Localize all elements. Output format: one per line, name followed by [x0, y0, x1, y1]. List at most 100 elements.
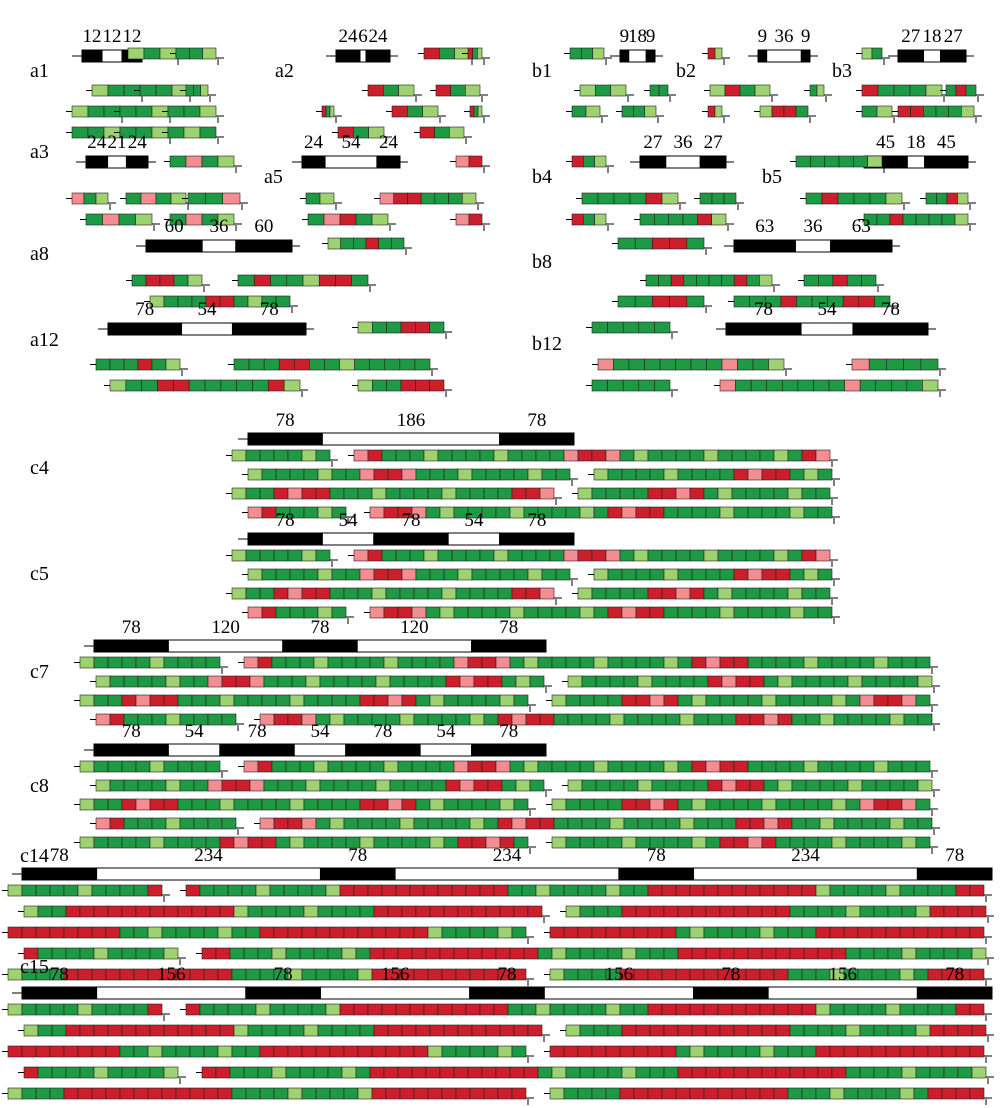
b4-construct-cell — [571, 155, 584, 168]
c8-construct-cell — [331, 798, 347, 811]
c7-construct-cell — [887, 656, 903, 669]
c7-construct-cell — [845, 694, 861, 707]
c14-construct-cell — [147, 926, 163, 939]
c7-construct-cell — [205, 694, 221, 707]
c14-construct-cell — [521, 884, 537, 897]
c7-construct-cell — [79, 694, 95, 707]
c14-construct-cell — [497, 926, 513, 939]
a8-construct-cell — [163, 295, 179, 308]
c14-construct-cell — [51, 947, 67, 960]
c14-construct-cell — [329, 968, 345, 981]
c8-construct-cell — [411, 760, 427, 773]
a8-construct-cell — [237, 274, 255, 287]
b12-segment-length-2: 78 — [881, 299, 900, 320]
c15-construct-cell — [245, 1087, 261, 1100]
c14-segment-length-3: 234 — [493, 845, 522, 866]
c15-construct-cell — [663, 1024, 679, 1037]
c5-segment-length-1: 54 — [339, 510, 359, 531]
c7-construct-cell — [271, 656, 287, 669]
c15-construct-cell — [731, 1045, 747, 1058]
c14-construct-cell — [773, 926, 789, 939]
c7-construct-cell — [593, 694, 609, 707]
c15-construct-cell — [149, 1066, 165, 1079]
c7-construct-cell — [567, 713, 583, 726]
c15-construct-cell — [941, 1087, 957, 1100]
c14-segment-length-5: 234 — [791, 845, 820, 866]
b1-construct-cell — [571, 105, 587, 118]
c14-construct-cell — [705, 947, 721, 960]
c5-construct-cell — [731, 587, 747, 600]
c14-construct-cell — [647, 968, 663, 981]
a1-construct-cell — [183, 126, 201, 139]
c14-construct-cell — [325, 884, 341, 897]
b3-bar-segment-1 — [923, 49, 941, 63]
b1-construct-cell — [569, 47, 582, 60]
c7-construct-cell — [413, 713, 429, 726]
c8-construct-cell — [691, 760, 707, 773]
c7-construct-cell — [275, 694, 291, 707]
c8-construct-cell — [361, 779, 377, 792]
a1-construct-cell — [139, 84, 157, 97]
c14-construct-cell — [105, 968, 121, 981]
c15-construct-cell — [859, 1066, 875, 1079]
c7-construct-cell — [677, 656, 693, 669]
c5-construct-cell — [815, 587, 831, 600]
c15-construct-cell — [467, 1066, 483, 1079]
c4-construct-cell — [577, 449, 593, 462]
c15-construct-cell — [927, 1087, 943, 1100]
c15-construct-cell — [717, 1087, 733, 1100]
c8-construct-cell — [177, 760, 193, 773]
c8-construct-cell — [193, 779, 209, 792]
c15-construct-cell — [7, 1045, 23, 1058]
b2-construct-cell — [754, 84, 771, 97]
b4-bar-segment-2 — [699, 155, 727, 169]
a1-construct-cell — [185, 84, 194, 97]
c14-construct-cell — [21, 884, 37, 897]
c4-construct-cell — [273, 449, 289, 462]
c7-construct-cell — [177, 656, 193, 669]
c4-construct-cell — [579, 506, 595, 519]
c5-construct-cell — [677, 606, 693, 619]
c15-construct-cell — [759, 1045, 775, 1058]
c7-construct-cell — [551, 694, 567, 707]
c8-construct-cell — [579, 760, 595, 773]
c14-construct-cell — [245, 968, 261, 981]
c5-construct-cell — [619, 587, 635, 600]
c8-construct-cell — [791, 779, 807, 792]
c15-construct-cell — [929, 1024, 945, 1037]
c14-construct-cell — [441, 926, 457, 939]
c14-construct-cell — [415, 905, 431, 918]
c15-construct-cell — [593, 1024, 609, 1037]
b8-segment-length-1: 36 — [804, 216, 823, 237]
c8-construct-cell — [317, 798, 333, 811]
c15-construct-cell — [565, 1066, 581, 1079]
c5-construct-cell — [387, 568, 403, 581]
c4-construct-cell — [409, 449, 425, 462]
c14-construct-cell — [119, 884, 135, 897]
a1-bar-segment-1 — [101, 49, 123, 63]
c5-construct-cell — [607, 568, 623, 581]
c5-construct-cell — [287, 549, 303, 562]
c4-construct-cell — [719, 506, 735, 519]
c7-construct-cell — [257, 656, 273, 669]
c7-construct-cell — [623, 713, 639, 726]
a8-bar-segment-1 — [201, 239, 237, 253]
c7-construct-cell — [609, 675, 625, 688]
c8-construct-cell — [819, 817, 835, 830]
a12-construct-cell — [109, 379, 127, 392]
c15-construct-cell — [371, 1087, 387, 1100]
c15-construct-cell — [315, 1045, 331, 1058]
c14-construct-cell — [535, 884, 551, 897]
c7-construct-cell — [137, 675, 153, 688]
b4-construct-cell — [682, 213, 698, 226]
a8-construct-cell — [253, 274, 271, 287]
c8-construct-cell — [413, 817, 429, 830]
c14-construct-cell — [469, 926, 485, 939]
c15-construct-cell — [689, 1045, 705, 1058]
c8-construct-cell — [357, 817, 373, 830]
a12-construct-cell — [309, 358, 325, 371]
c14-construct-cell — [483, 926, 499, 939]
c8-construct-cell — [93, 798, 109, 811]
b12-construct-cell — [706, 358, 723, 371]
c8-construct-cell — [579, 836, 595, 849]
